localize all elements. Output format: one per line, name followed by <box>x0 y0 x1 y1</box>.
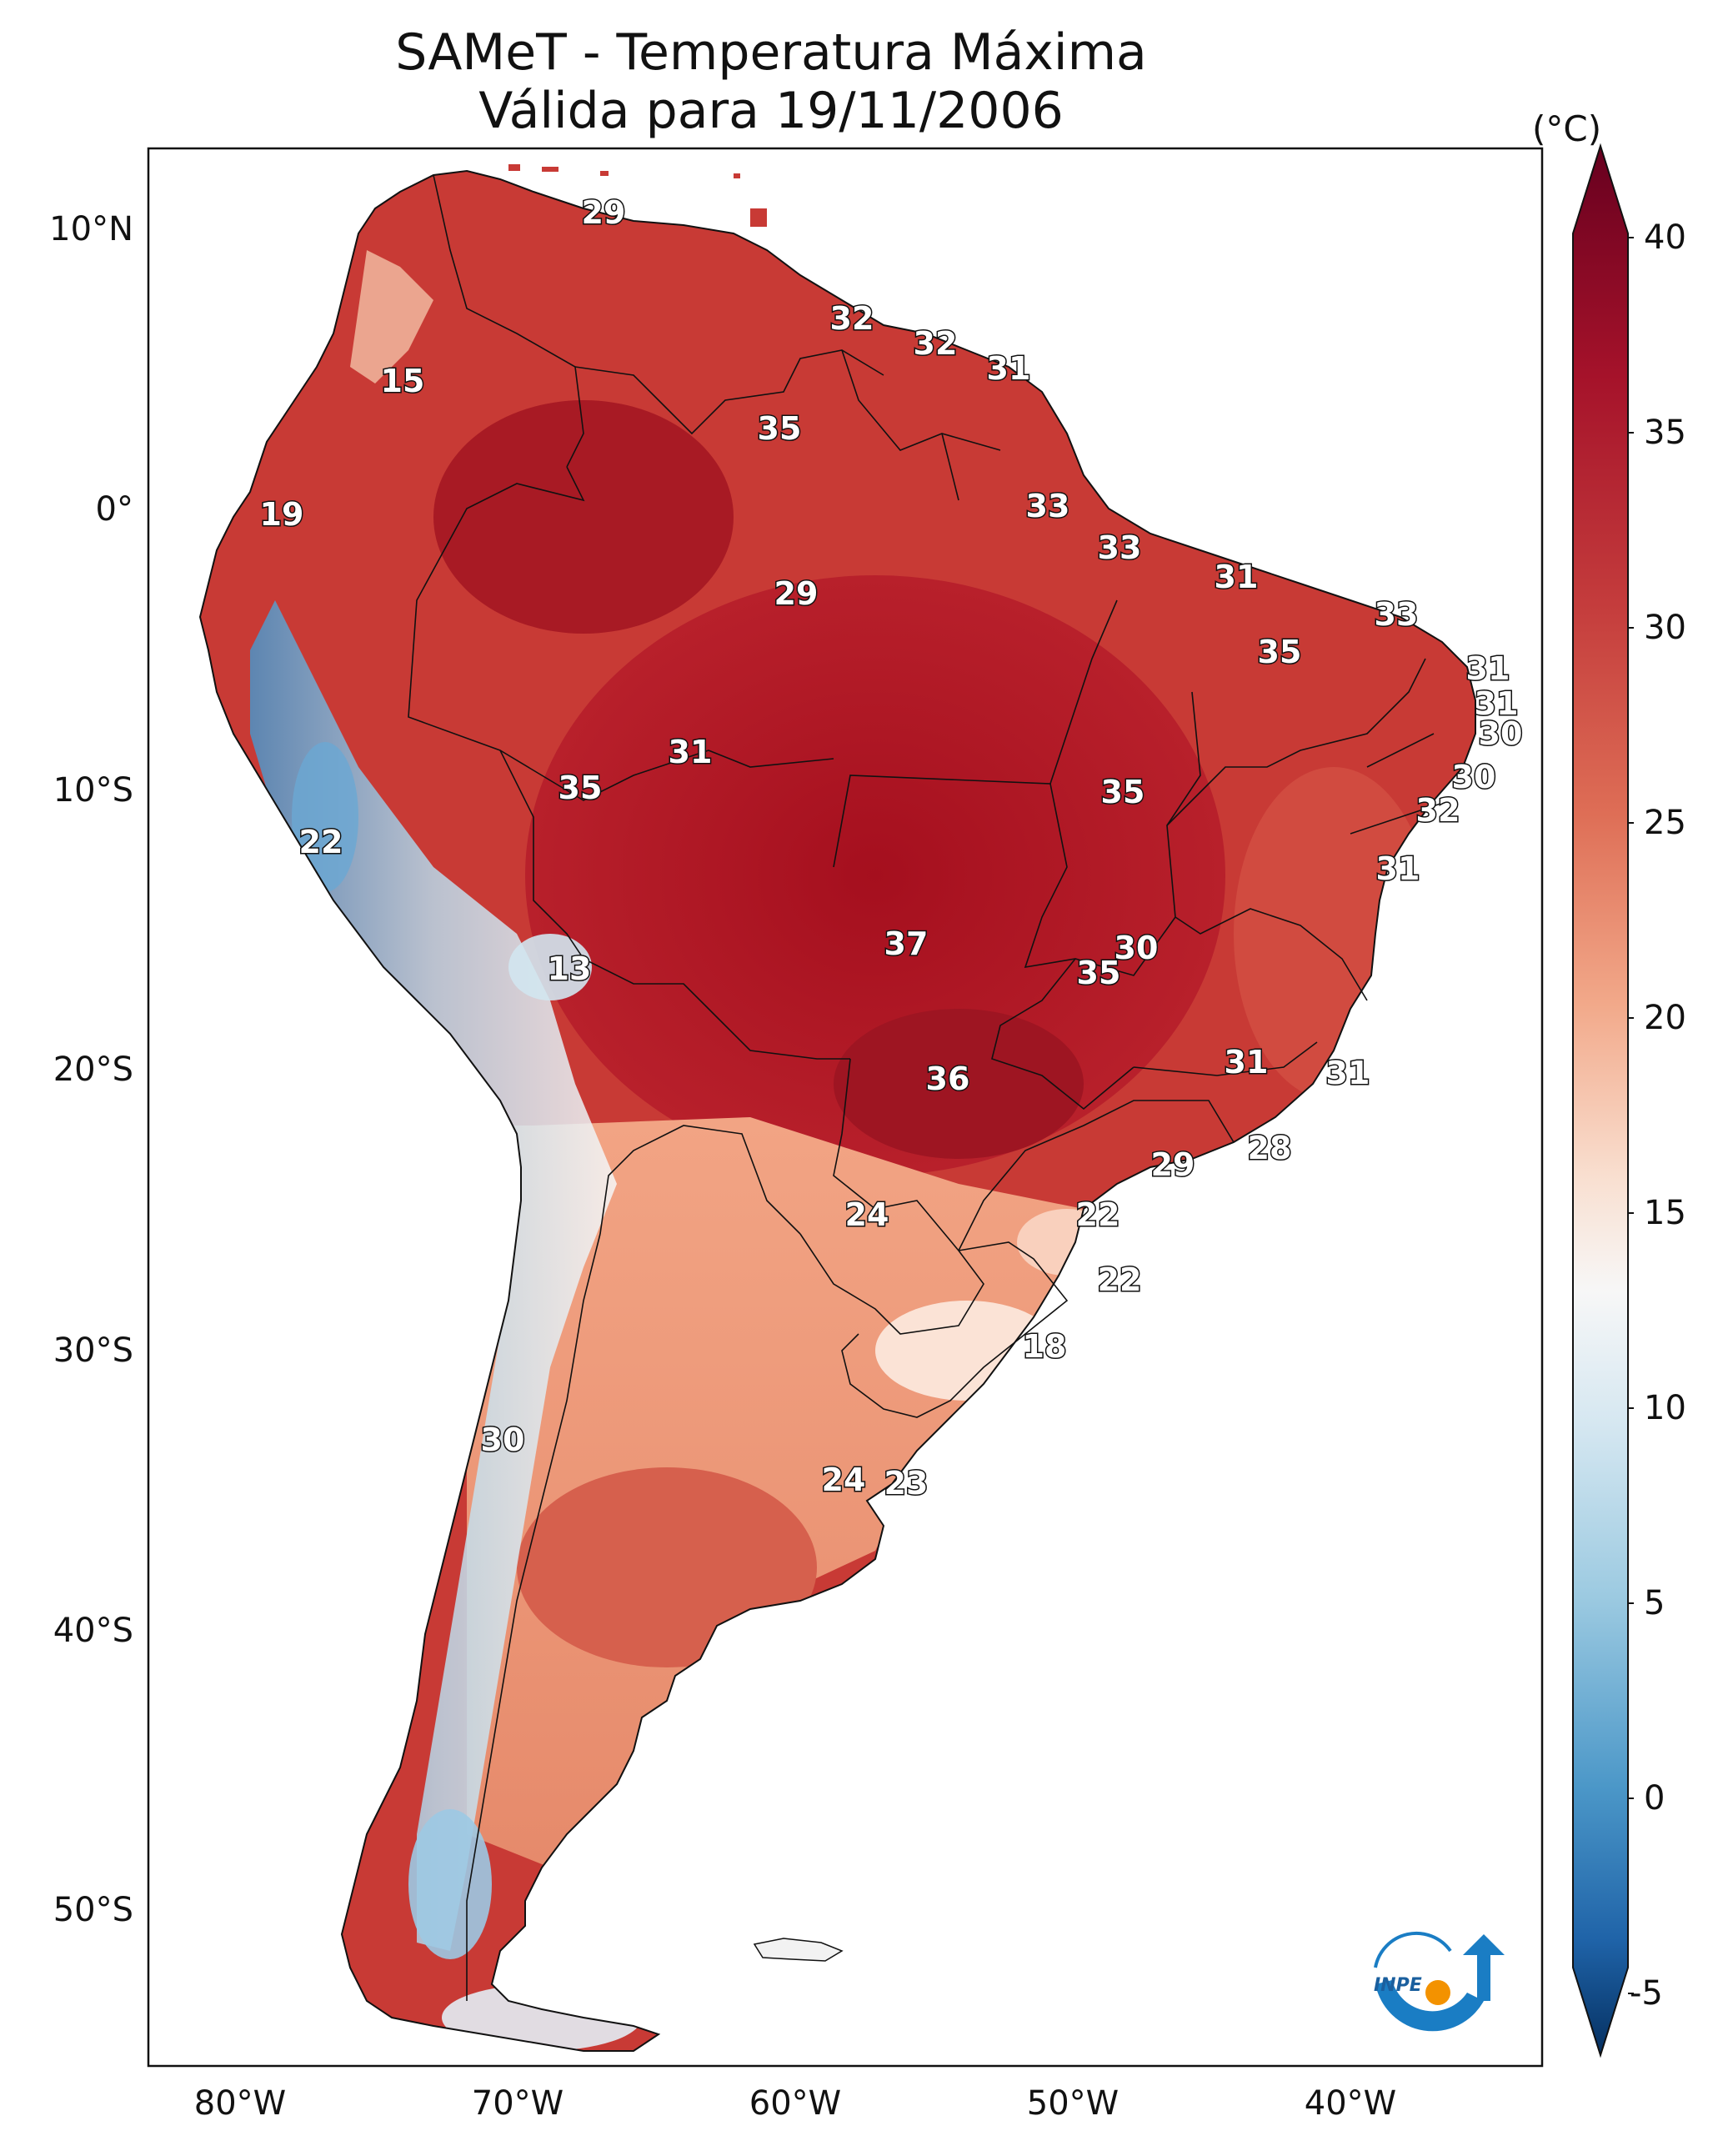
map-subtitle: Válida para 19/11/2006 <box>478 82 1064 140</box>
station-label: 36 <box>926 1060 970 1097</box>
colorbar-tick-20: 20 <box>1644 999 1686 1037</box>
lat-label-50s: 50°S <box>53 1891 133 1929</box>
colorbar-tick-40: 40 <box>1644 218 1686 257</box>
colorbar-tick-0: 0 <box>1644 1779 1665 1818</box>
lon-label-60w: 60°W <box>749 2084 842 2123</box>
station-label: 22 <box>1076 1196 1120 1233</box>
station-label: 35 <box>1101 774 1145 810</box>
station-label: 37 <box>884 925 929 962</box>
colorbar-tick-15: 15 <box>1644 1194 1686 1232</box>
station-label: 29 <box>774 575 819 612</box>
station-label: 33 <box>1375 596 1419 633</box>
colorbar-tick-5: 5 <box>1644 1584 1665 1622</box>
inpe-logo: INPE <box>1374 1931 1505 2032</box>
colorbar-tick-30: 30 <box>1644 609 1686 647</box>
station-label: 24 <box>822 1462 866 1498</box>
station-label: 33 <box>1098 529 1142 566</box>
station-label: 18 <box>1023 1328 1067 1365</box>
station-label: 31 <box>987 350 1031 387</box>
lat-label-40s: 40°S <box>53 1612 133 1650</box>
lon-label-80w: 80°W <box>193 2084 287 2123</box>
station-label: 30 <box>1114 930 1159 966</box>
station-label: 30 <box>1479 715 1523 752</box>
station-label: 31 <box>1466 650 1510 687</box>
station-label: 31 <box>1225 1044 1269 1081</box>
station-label: 24 <box>845 1196 889 1233</box>
colorbar-unit: (°C) <box>1532 108 1602 149</box>
map-title: SAMeT - Temperatura Máxima <box>395 23 1147 82</box>
station-label: 35 <box>1077 955 1121 991</box>
caribbean-islands <box>508 164 767 227</box>
inpe-logo-text: INPE <box>1374 1975 1422 1996</box>
station-label: 31 <box>1215 559 1259 595</box>
station-label: 29 <box>1151 1146 1195 1183</box>
station-label: 35 <box>758 410 802 447</box>
station-label: 32 <box>830 300 874 337</box>
colorbar-gradient <box>1572 143 1629 2058</box>
station-label: 31 <box>1326 1055 1370 1091</box>
lon-label-70w: 70°W <box>471 2084 564 2123</box>
station-label: 31 <box>669 734 713 770</box>
country-borders <box>408 174 1451 2001</box>
colorbar-tick-35: 35 <box>1644 414 1686 452</box>
station-label: 28 <box>1248 1130 1292 1166</box>
lat-label-20s: 20°S <box>53 1050 133 1089</box>
station-label: 19 <box>260 496 304 533</box>
station-label: 35 <box>1258 634 1302 670</box>
station-label: 30 <box>481 1421 525 1458</box>
lat-label-0: 0° <box>95 490 133 529</box>
falkland-islands <box>753 1938 844 1962</box>
station-label: 22 <box>299 824 343 860</box>
station-label: 35 <box>558 770 603 806</box>
colorbar-tick-minus5: -5 <box>1630 1974 1663 2013</box>
station-label: 30 <box>1452 759 1496 795</box>
station-label: 33 <box>1026 488 1070 524</box>
station-label: 32 <box>914 325 958 362</box>
colorbar <box>1572 143 1634 2058</box>
station-label: 31 <box>1475 685 1519 722</box>
lon-label-40w: 40°W <box>1304 2084 1397 2123</box>
station-label: 23 <box>884 1465 929 1502</box>
station-label: 22 <box>1098 1261 1142 1298</box>
lat-label-30s: 30°S <box>53 1331 133 1370</box>
lon-label-50w: 50°W <box>1026 2084 1119 2123</box>
station-label: 13 <box>548 950 592 987</box>
colorbar-tick-10: 10 <box>1644 1389 1686 1427</box>
colorbar-tick-25: 25 <box>1644 804 1686 842</box>
station-label: 29 <box>582 194 626 231</box>
station-label: 32 <box>1416 792 1460 829</box>
station-label: 15 <box>381 363 425 399</box>
lat-label-10n: 10°N <box>49 210 133 248</box>
lat-label-10s: 10°S <box>53 771 133 810</box>
station-label: 31 <box>1376 850 1420 887</box>
